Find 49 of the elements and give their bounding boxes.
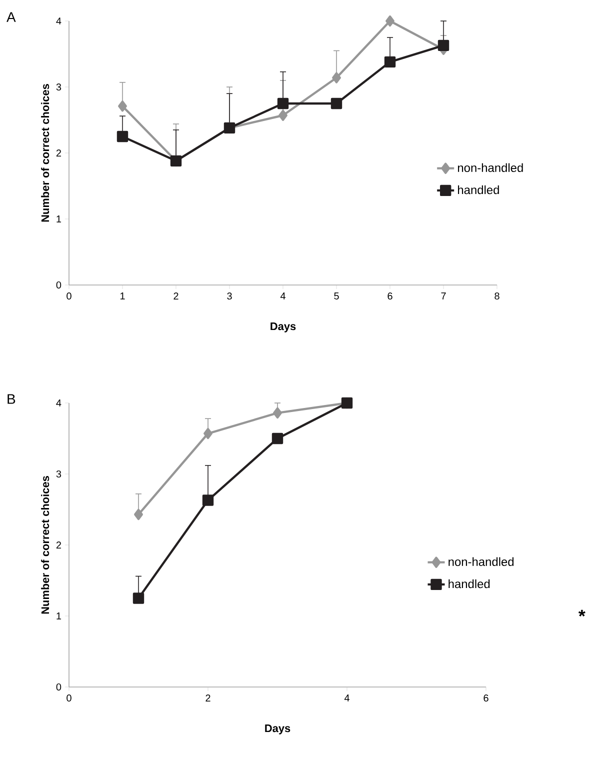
x-axis-title: Days xyxy=(265,724,290,734)
x-tick-label: 6 xyxy=(484,694,488,702)
y-tick-label: 1 xyxy=(56,612,61,620)
x-tick-label: 2 xyxy=(206,694,210,702)
legend-label: non-handled xyxy=(448,557,514,566)
point xyxy=(116,130,128,142)
point xyxy=(132,592,144,604)
y-tick-label: 2 xyxy=(56,150,61,156)
x-tick-label: 4 xyxy=(344,694,350,702)
legend-label: non-handled xyxy=(458,163,523,172)
y-axis-title: Number of correct choices xyxy=(41,476,50,614)
y-tick-label: 3 xyxy=(56,83,62,91)
point xyxy=(278,110,288,121)
y-tick-label: 1 xyxy=(56,216,61,222)
text: * xyxy=(578,610,586,616)
x-tick-label: 3 xyxy=(227,292,232,300)
point xyxy=(386,15,394,27)
point xyxy=(277,98,289,110)
x-axis-title: Days xyxy=(270,322,296,332)
x-tick-label: 4 xyxy=(280,292,286,300)
x-tick-label: 5 xyxy=(334,292,339,300)
y-tick-label: 0 xyxy=(56,281,62,289)
x-tick-label: 7 xyxy=(441,292,446,300)
chart-title: B xyxy=(8,394,16,404)
y-tick-label: 3 xyxy=(56,470,62,478)
x-tick-label: 0 xyxy=(66,694,72,702)
x-tick-label: 0 xyxy=(66,292,72,300)
point xyxy=(384,56,396,68)
point xyxy=(438,40,450,52)
y-tick-label: 4 xyxy=(56,18,62,24)
point xyxy=(204,428,212,440)
point xyxy=(272,432,284,444)
y-tick-label: 2 xyxy=(56,542,61,548)
x-tick-label: 8 xyxy=(494,292,500,300)
y-axis-title: Number of correct choices xyxy=(41,84,50,222)
point xyxy=(332,72,341,84)
point xyxy=(330,98,342,110)
legend-label: handled xyxy=(458,185,499,194)
chart-title: A xyxy=(6,12,16,22)
y-tick-label: 4 xyxy=(56,400,62,406)
legend-label: handled xyxy=(448,579,490,588)
y-tick-label: 0 xyxy=(56,683,62,691)
point xyxy=(118,100,127,112)
x-tick-label: 1 xyxy=(120,292,125,300)
x-tick-label: 6 xyxy=(388,292,392,300)
point xyxy=(273,407,282,419)
point xyxy=(202,494,214,506)
point xyxy=(134,508,143,520)
x-tick-label: 2 xyxy=(174,292,178,300)
